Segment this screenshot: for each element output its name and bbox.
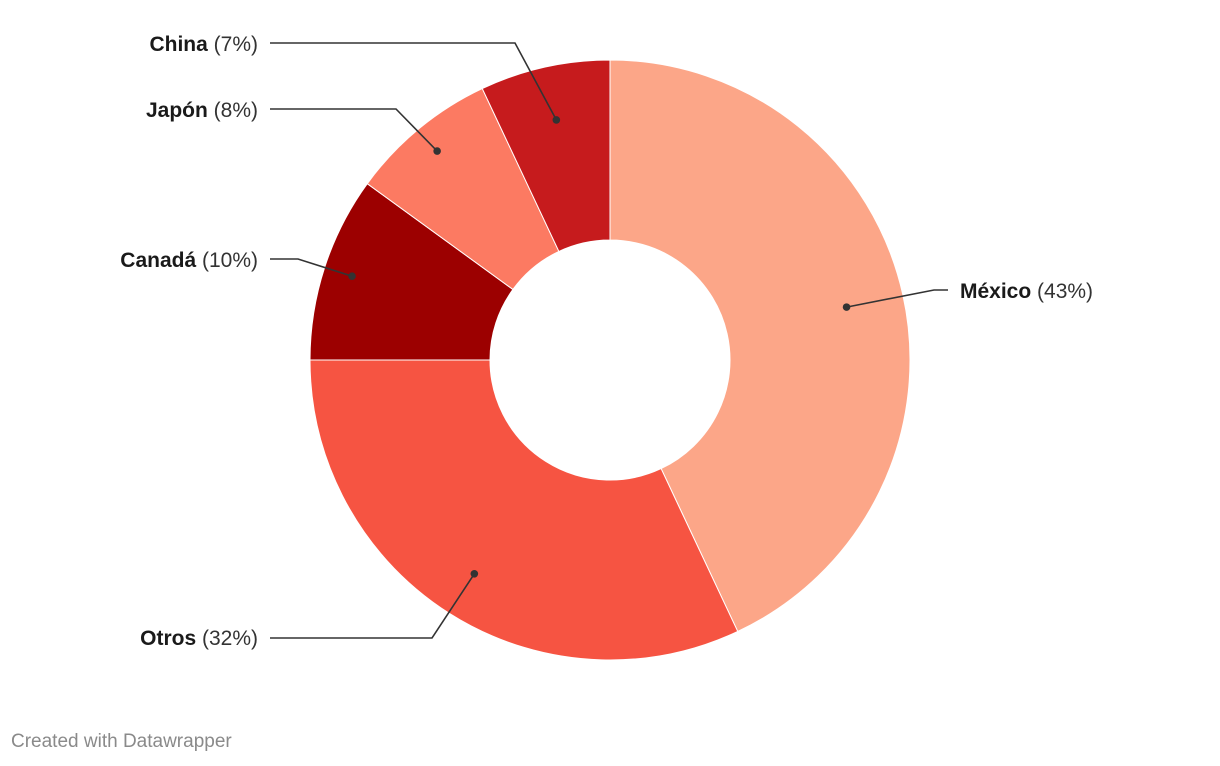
- slice-label: Otros (32%): [140, 627, 258, 650]
- slice-label-name: México: [960, 280, 1031, 303]
- donut-slice[interactable]: [309, 359, 739, 661]
- slice-label-pct: (32%): [196, 627, 258, 650]
- leader-dot: [842, 303, 851, 311]
- slice-label: México (43%): [960, 280, 1093, 303]
- slice-label-pct: (10%): [196, 249, 258, 272]
- slice-label: China (7%): [149, 33, 258, 56]
- leader-line: [270, 42, 558, 121]
- slice-label-pct: (43%): [1031, 280, 1093, 303]
- slice-label-name: Canadá: [120, 249, 196, 272]
- leader-dot: [348, 272, 356, 280]
- slice-label: Japón (8%): [146, 99, 258, 122]
- leader-line: [270, 108, 438, 152]
- labels-layer: México (43%) Otros (32%) Canadá (10%) Japón…: [120, 33, 1093, 650]
- slice-label-name: Japón: [146, 99, 208, 122]
- leader-dot: [552, 116, 561, 124]
- slice-label-pct: (8%): [208, 99, 258, 122]
- credit-text[interactable]: Created with Datawrapper: [11, 731, 232, 752]
- leader-dot: [470, 569, 479, 578]
- leader-line: [270, 258, 353, 277]
- slice-label-pct: (7%): [208, 33, 258, 56]
- donut-slice[interactable]: [609, 59, 911, 633]
- slice-label: Canadá (10%): [120, 249, 258, 272]
- leader-dot: [433, 147, 441, 155]
- leader-line: [846, 289, 948, 308]
- leader-line: [270, 573, 475, 639]
- slices-layer: [309, 59, 911, 661]
- donut-slice[interactable]: [481, 59, 611, 253]
- slice-label-name: China: [149, 33, 208, 56]
- slice-label-name: Otros: [140, 627, 196, 650]
- donut-slice[interactable]: [309, 182, 514, 361]
- leaders-layer: [270, 42, 948, 639]
